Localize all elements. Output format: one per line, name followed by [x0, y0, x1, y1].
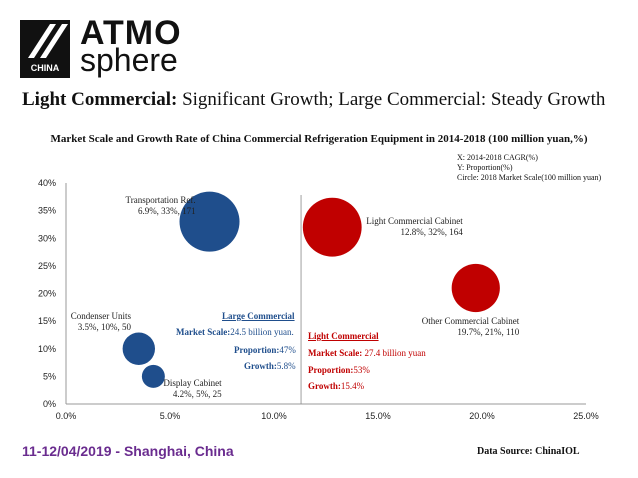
y-tick-label: 20%	[38, 289, 56, 299]
bubble-point	[122, 332, 155, 365]
bubble-label: Display Cabinet 4.2%, 5%, 25	[163, 378, 221, 400]
x-tick-label: 0.0%	[56, 411, 77, 421]
large-commercial-scale: Market Scale:24.5 billion yuan.	[176, 327, 294, 337]
bubble-point	[451, 263, 500, 313]
x-tick-label: 5.0%	[160, 411, 181, 421]
x-tick-label: 15.0%	[365, 411, 391, 421]
bubble-label-name: Display Cabinet	[163, 378, 222, 389]
bubble-point	[141, 364, 165, 388]
bubble-label-values: 6.9%, 33%, 171	[137, 205, 196, 216]
bubble-label-values: 3.5%, 10%, 50	[77, 321, 132, 332]
bubble-label-name: Condenser Units	[70, 310, 132, 321]
logo-stripes-icon	[28, 24, 68, 58]
legend-note-x: X: 2014-2018 CAGR(%)	[457, 153, 538, 162]
logo-badge: CHINA	[20, 20, 70, 78]
bubble-label-values: 12.8%, 32%, 164	[400, 227, 463, 238]
y-tick-label: 10%	[38, 344, 56, 354]
x-tick-label: 25.0%	[573, 411, 599, 421]
headline-bold: Light Commercial:	[22, 89, 178, 110]
logo-text-sphere: sphere	[80, 42, 178, 78]
bubble-label-values: 19.7%, 21%, 110	[457, 326, 520, 337]
light-commercial-title: Light Commercial	[308, 331, 379, 341]
logo-text-atmo: ATMO	[80, 14, 182, 52]
bubble-label: Other Commercial Cabinet 19.7%, 21%, 110	[422, 316, 519, 338]
y-tick-label: 35%	[38, 206, 56, 216]
legend-note-y: Y: Proportion(%)	[457, 163, 513, 172]
legend-note: X: 2014-2018 CAGR(%) Y: Proportion(%) Ci…	[457, 153, 601, 183]
bubble-label-values: 4.2%, 5%, 25	[172, 389, 222, 400]
bubble-label: Transportation Ref. 6.9%, 33%, 171	[126, 195, 196, 217]
large-commercial-title: Large Commercial	[222, 311, 295, 321]
headline-rest: Significant Growth; Large Commercial: St…	[177, 89, 606, 110]
large-commercial-proportion: Proportion:47%	[234, 345, 296, 355]
y-tick-label: 25%	[38, 261, 56, 271]
y-tick-label: 40%	[38, 178, 56, 188]
y-tick-label: 15%	[38, 316, 56, 326]
bubble-label: Condenser Units 3.5%, 10%, 50	[71, 311, 131, 333]
y-tick-label: 5%	[43, 371, 56, 381]
light-commercial-scale: Market Scale: 27.4 billion yuan	[308, 348, 426, 358]
footer-event: 11-12/04/2019 - Shanghai, China	[22, 443, 234, 459]
page-headline: Light Commercial: Significant Growth; La…	[22, 89, 605, 111]
x-tick-label: 10.0%	[261, 411, 287, 421]
bubble-label: Light Commercial Cabinet 12.8%, 32%, 164	[366, 216, 462, 238]
chart-title: Market Scale and Growth Rate of China Co…	[50, 133, 588, 145]
y-tick-label: 30%	[38, 233, 56, 243]
light-commercial-proportion: Proportion:53%	[308, 365, 370, 375]
bubble-point	[302, 197, 362, 257]
y-tick-label: 0%	[43, 399, 56, 409]
x-tick-label: 20.0%	[469, 411, 495, 421]
large-commercial-growth: Growth:5.8%	[244, 361, 296, 371]
bubble-label-name: Transportation Ref.	[125, 194, 196, 205]
footer-source: Data Source: ChinaIOL	[477, 446, 580, 457]
bubble-point	[179, 191, 240, 252]
bubble-label-name: Light Commercial Cabinet	[366, 216, 463, 227]
light-commercial-growth: Growth:15.4%	[308, 381, 365, 391]
legend-note-circle: Circle: 2018 Market Scale(100 million yu…	[457, 173, 602, 182]
bubble-label-name: Other Commercial Cabinet	[421, 315, 520, 326]
logo-badge-text: CHINA	[30, 63, 60, 73]
